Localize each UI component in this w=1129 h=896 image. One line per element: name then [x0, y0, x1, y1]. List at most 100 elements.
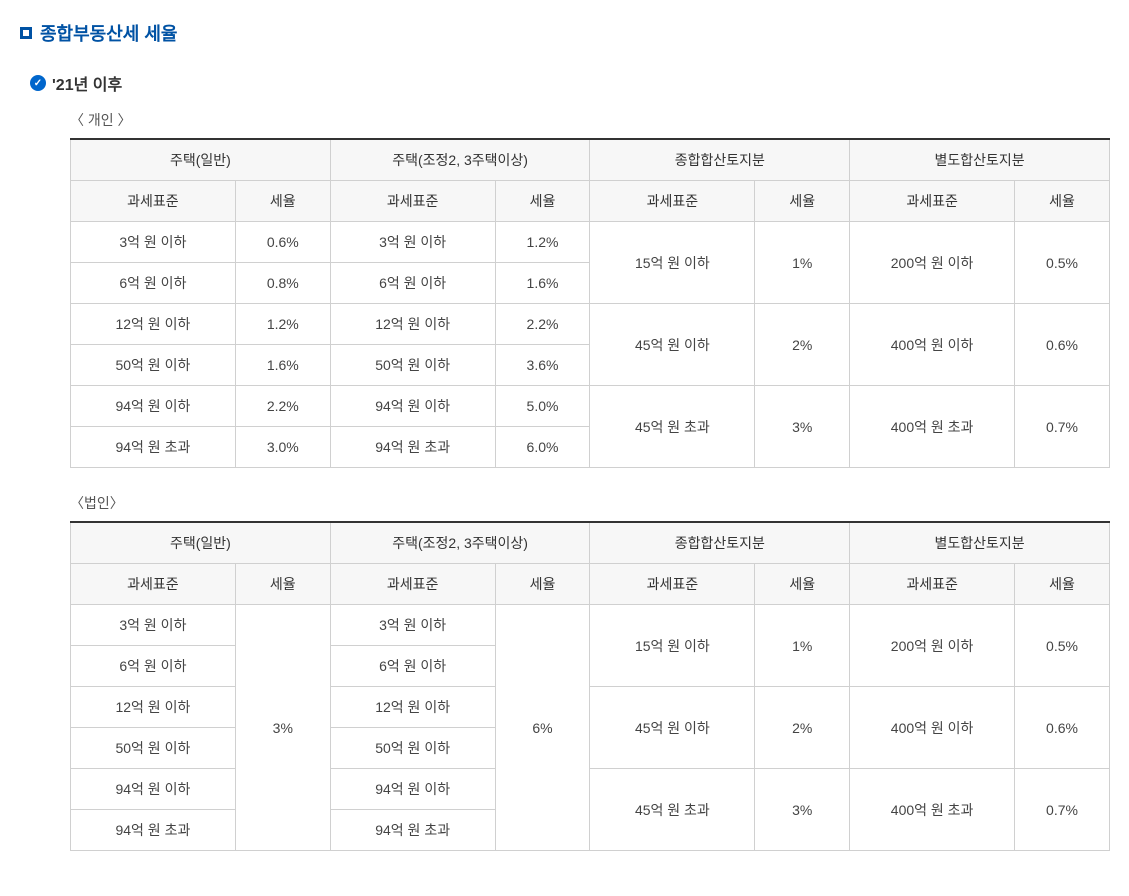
header-rate: 세율 [1015, 564, 1110, 605]
header-taxbase: 과세표준 [590, 564, 755, 605]
header-taxbase: 과세표준 [850, 564, 1015, 605]
header-group3: 종합합산토지분 [590, 522, 850, 564]
header-group2: 주택(조정2, 3주택이상) [330, 522, 590, 564]
cell-rate: 1.6% [495, 263, 590, 304]
cell-taxbase: 400억 원 초과 [850, 769, 1015, 851]
main-title: 종합부동산세 세율 [20, 20, 1109, 46]
cell-taxbase: 6억 원 이하 [71, 263, 236, 304]
cell-taxbase: 94억 원 이하 [330, 386, 495, 427]
cell-taxbase: 12억 원 이하 [71, 687, 236, 728]
cell-taxbase: 200억 원 이하 [850, 605, 1015, 687]
cell-rate: 0.6% [1015, 304, 1110, 386]
header-group1: 주택(일반) [71, 522, 331, 564]
check-icon [30, 75, 46, 91]
cell-taxbase: 50억 원 이하 [71, 345, 236, 386]
cell-taxbase: 50억 원 이하 [330, 345, 495, 386]
cell-rate: 0.6% [235, 222, 330, 263]
header-taxbase: 과세표준 [71, 564, 236, 605]
header-group1: 주택(일반) [71, 139, 331, 181]
header-taxbase: 과세표준 [850, 181, 1015, 222]
cell-taxbase: 3억 원 이하 [330, 605, 495, 646]
cell-taxbase: 6억 원 이하 [330, 646, 495, 687]
cell-rate: 1.2% [495, 222, 590, 263]
corp-table: 주택(일반) 주택(조정2, 3주택이상) 종합합산토지분 별도합산토지분 과세… [70, 521, 1110, 851]
cell-taxbase: 6억 원 이하 [71, 646, 236, 687]
cell-taxbase: 12억 원 이하 [330, 304, 495, 345]
header-row-1: 주택(일반) 주택(조정2, 3주택이상) 종합합산토지분 별도합산토지분 [71, 522, 1110, 564]
cell-taxbase: 94억 원 초과 [71, 427, 236, 468]
table-row: 12억 원 이하 1.2% 12억 원 이하 2.2% 45억 원 이하 2% … [71, 304, 1110, 345]
cell-taxbase: 50억 원 이하 [71, 728, 236, 769]
sub-title-text: '21년 이후 [52, 71, 122, 95]
cell-taxbase: 3억 원 이하 [330, 222, 495, 263]
cell-rate: 0.5% [1015, 222, 1110, 304]
table-row: 94억 원 이하 94억 원 이하 45억 원 초과 3% 400억 원 초과 … [71, 769, 1110, 810]
cell-rate: 3% [755, 769, 850, 851]
cell-taxbase: 15억 원 이하 [590, 605, 755, 687]
cell-taxbase: 45억 원 초과 [590, 769, 755, 851]
cell-taxbase: 94억 원 이하 [71, 769, 236, 810]
header-taxbase: 과세표준 [71, 181, 236, 222]
cell-taxbase: 94억 원 이하 [71, 386, 236, 427]
header-row-2: 과세표준 세율 과세표준 세율 과세표준 세율 과세표준 세율 [71, 181, 1110, 222]
square-bullet-icon [20, 27, 32, 39]
header-rate: 세율 [235, 564, 330, 605]
table-row: 12억 원 이하 12억 원 이하 45억 원 이하 2% 400억 원 이하 … [71, 687, 1110, 728]
corp-label: 〈법인〉 [70, 493, 1109, 513]
cell-taxbase: 50억 원 이하 [330, 728, 495, 769]
cell-rate: 3% [235, 605, 330, 851]
cell-taxbase: 12억 원 이하 [330, 687, 495, 728]
cell-taxbase: 94억 원 초과 [71, 810, 236, 851]
cell-rate: 0.5% [1015, 605, 1110, 687]
header-group2: 주택(조정2, 3주택이상) [330, 139, 590, 181]
cell-taxbase: 94억 원 이하 [330, 769, 495, 810]
header-row-1: 주택(일반) 주택(조정2, 3주택이상) 종합합산토지분 별도합산토지분 [71, 139, 1110, 181]
table-row: 94억 원 이하 2.2% 94억 원 이하 5.0% 45억 원 초과 3% … [71, 386, 1110, 427]
cell-taxbase: 15억 원 이하 [590, 222, 755, 304]
cell-rate: 2% [755, 687, 850, 769]
header-rate: 세율 [755, 564, 850, 605]
header-taxbase: 과세표준 [330, 181, 495, 222]
header-taxbase: 과세표준 [590, 181, 755, 222]
cell-taxbase: 400억 원 이하 [850, 687, 1015, 769]
header-group4: 별도합산토지분 [850, 522, 1110, 564]
table-row: 3억 원 이하 0.6% 3억 원 이하 1.2% 15억 원 이하 1% 20… [71, 222, 1110, 263]
cell-taxbase: 400억 원 초과 [850, 386, 1015, 468]
cell-taxbase: 6억 원 이하 [330, 263, 495, 304]
cell-rate: 3% [755, 386, 850, 468]
corp-table-wrapper: 〈법인〉 주택(일반) 주택(조정2, 3주택이상) 종합합산토지분 별도합산토… [70, 493, 1109, 851]
cell-rate: 6.0% [495, 427, 590, 468]
cell-rate: 0.7% [1015, 769, 1110, 851]
cell-rate: 6% [495, 605, 590, 851]
header-taxbase: 과세표준 [330, 564, 495, 605]
header-rate: 세율 [495, 181, 590, 222]
cell-taxbase: 400억 원 이하 [850, 304, 1015, 386]
cell-rate: 2.2% [495, 304, 590, 345]
cell-rate: 0.6% [1015, 687, 1110, 769]
cell-taxbase: 45억 원 이하 [590, 687, 755, 769]
cell-rate: 5.0% [495, 386, 590, 427]
cell-rate: 2.2% [235, 386, 330, 427]
header-rate: 세율 [1015, 181, 1110, 222]
cell-rate: 1.6% [235, 345, 330, 386]
cell-taxbase: 94억 원 초과 [330, 427, 495, 468]
individual-table: 주택(일반) 주택(조정2, 3주택이상) 종합합산토지분 별도합산토지분 과세… [70, 138, 1110, 468]
cell-rate: 2% [755, 304, 850, 386]
cell-taxbase: 3억 원 이하 [71, 222, 236, 263]
header-rate: 세율 [755, 181, 850, 222]
main-title-text: 종합부동산세 세율 [40, 20, 177, 46]
sub-title: '21년 이후 [30, 71, 1109, 95]
header-group4: 별도합산토지분 [850, 139, 1110, 181]
cell-taxbase: 3억 원 이하 [71, 605, 236, 646]
cell-rate: 1.2% [235, 304, 330, 345]
cell-taxbase: 94억 원 초과 [330, 810, 495, 851]
cell-rate: 0.7% [1015, 386, 1110, 468]
cell-taxbase: 12억 원 이하 [71, 304, 236, 345]
table-row: 3억 원 이하 3% 3억 원 이하 6% 15억 원 이하 1% 200억 원… [71, 605, 1110, 646]
header-row-2: 과세표준 세율 과세표준 세율 과세표준 세율 과세표준 세율 [71, 564, 1110, 605]
cell-taxbase: 200억 원 이하 [850, 222, 1015, 304]
cell-rate: 3.6% [495, 345, 590, 386]
header-rate: 세율 [495, 564, 590, 605]
cell-rate: 1% [755, 605, 850, 687]
cell-taxbase: 45억 원 이하 [590, 304, 755, 386]
